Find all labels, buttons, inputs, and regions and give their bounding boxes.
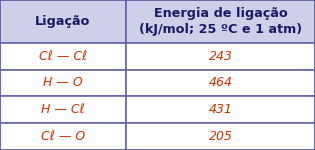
Text: Cℓ — O: Cℓ — O <box>41 130 85 143</box>
Text: Cℓ — Cℓ: Cℓ — Cℓ <box>39 50 87 63</box>
Text: 243: 243 <box>209 50 232 63</box>
Text: 205: 205 <box>209 130 232 143</box>
Text: Energia de ligação
(kJ/mol; 25 ºC e 1 atm): Energia de ligação (kJ/mol; 25 ºC e 1 at… <box>139 7 302 36</box>
Bar <box>0 96 126 123</box>
Bar <box>126 0 315 43</box>
Text: 464: 464 <box>209 76 232 89</box>
Bar <box>126 123 315 150</box>
Text: Ligação: Ligação <box>35 15 91 28</box>
Bar <box>126 43 315 70</box>
Bar <box>0 70 126 96</box>
Bar <box>0 43 126 70</box>
Text: 431: 431 <box>209 103 232 116</box>
Text: H — Cℓ: H — Cℓ <box>41 103 85 116</box>
Text: H — O: H — O <box>43 76 83 89</box>
Bar <box>0 123 126 150</box>
Bar <box>126 96 315 123</box>
Bar <box>0 0 126 43</box>
Bar <box>126 70 315 96</box>
